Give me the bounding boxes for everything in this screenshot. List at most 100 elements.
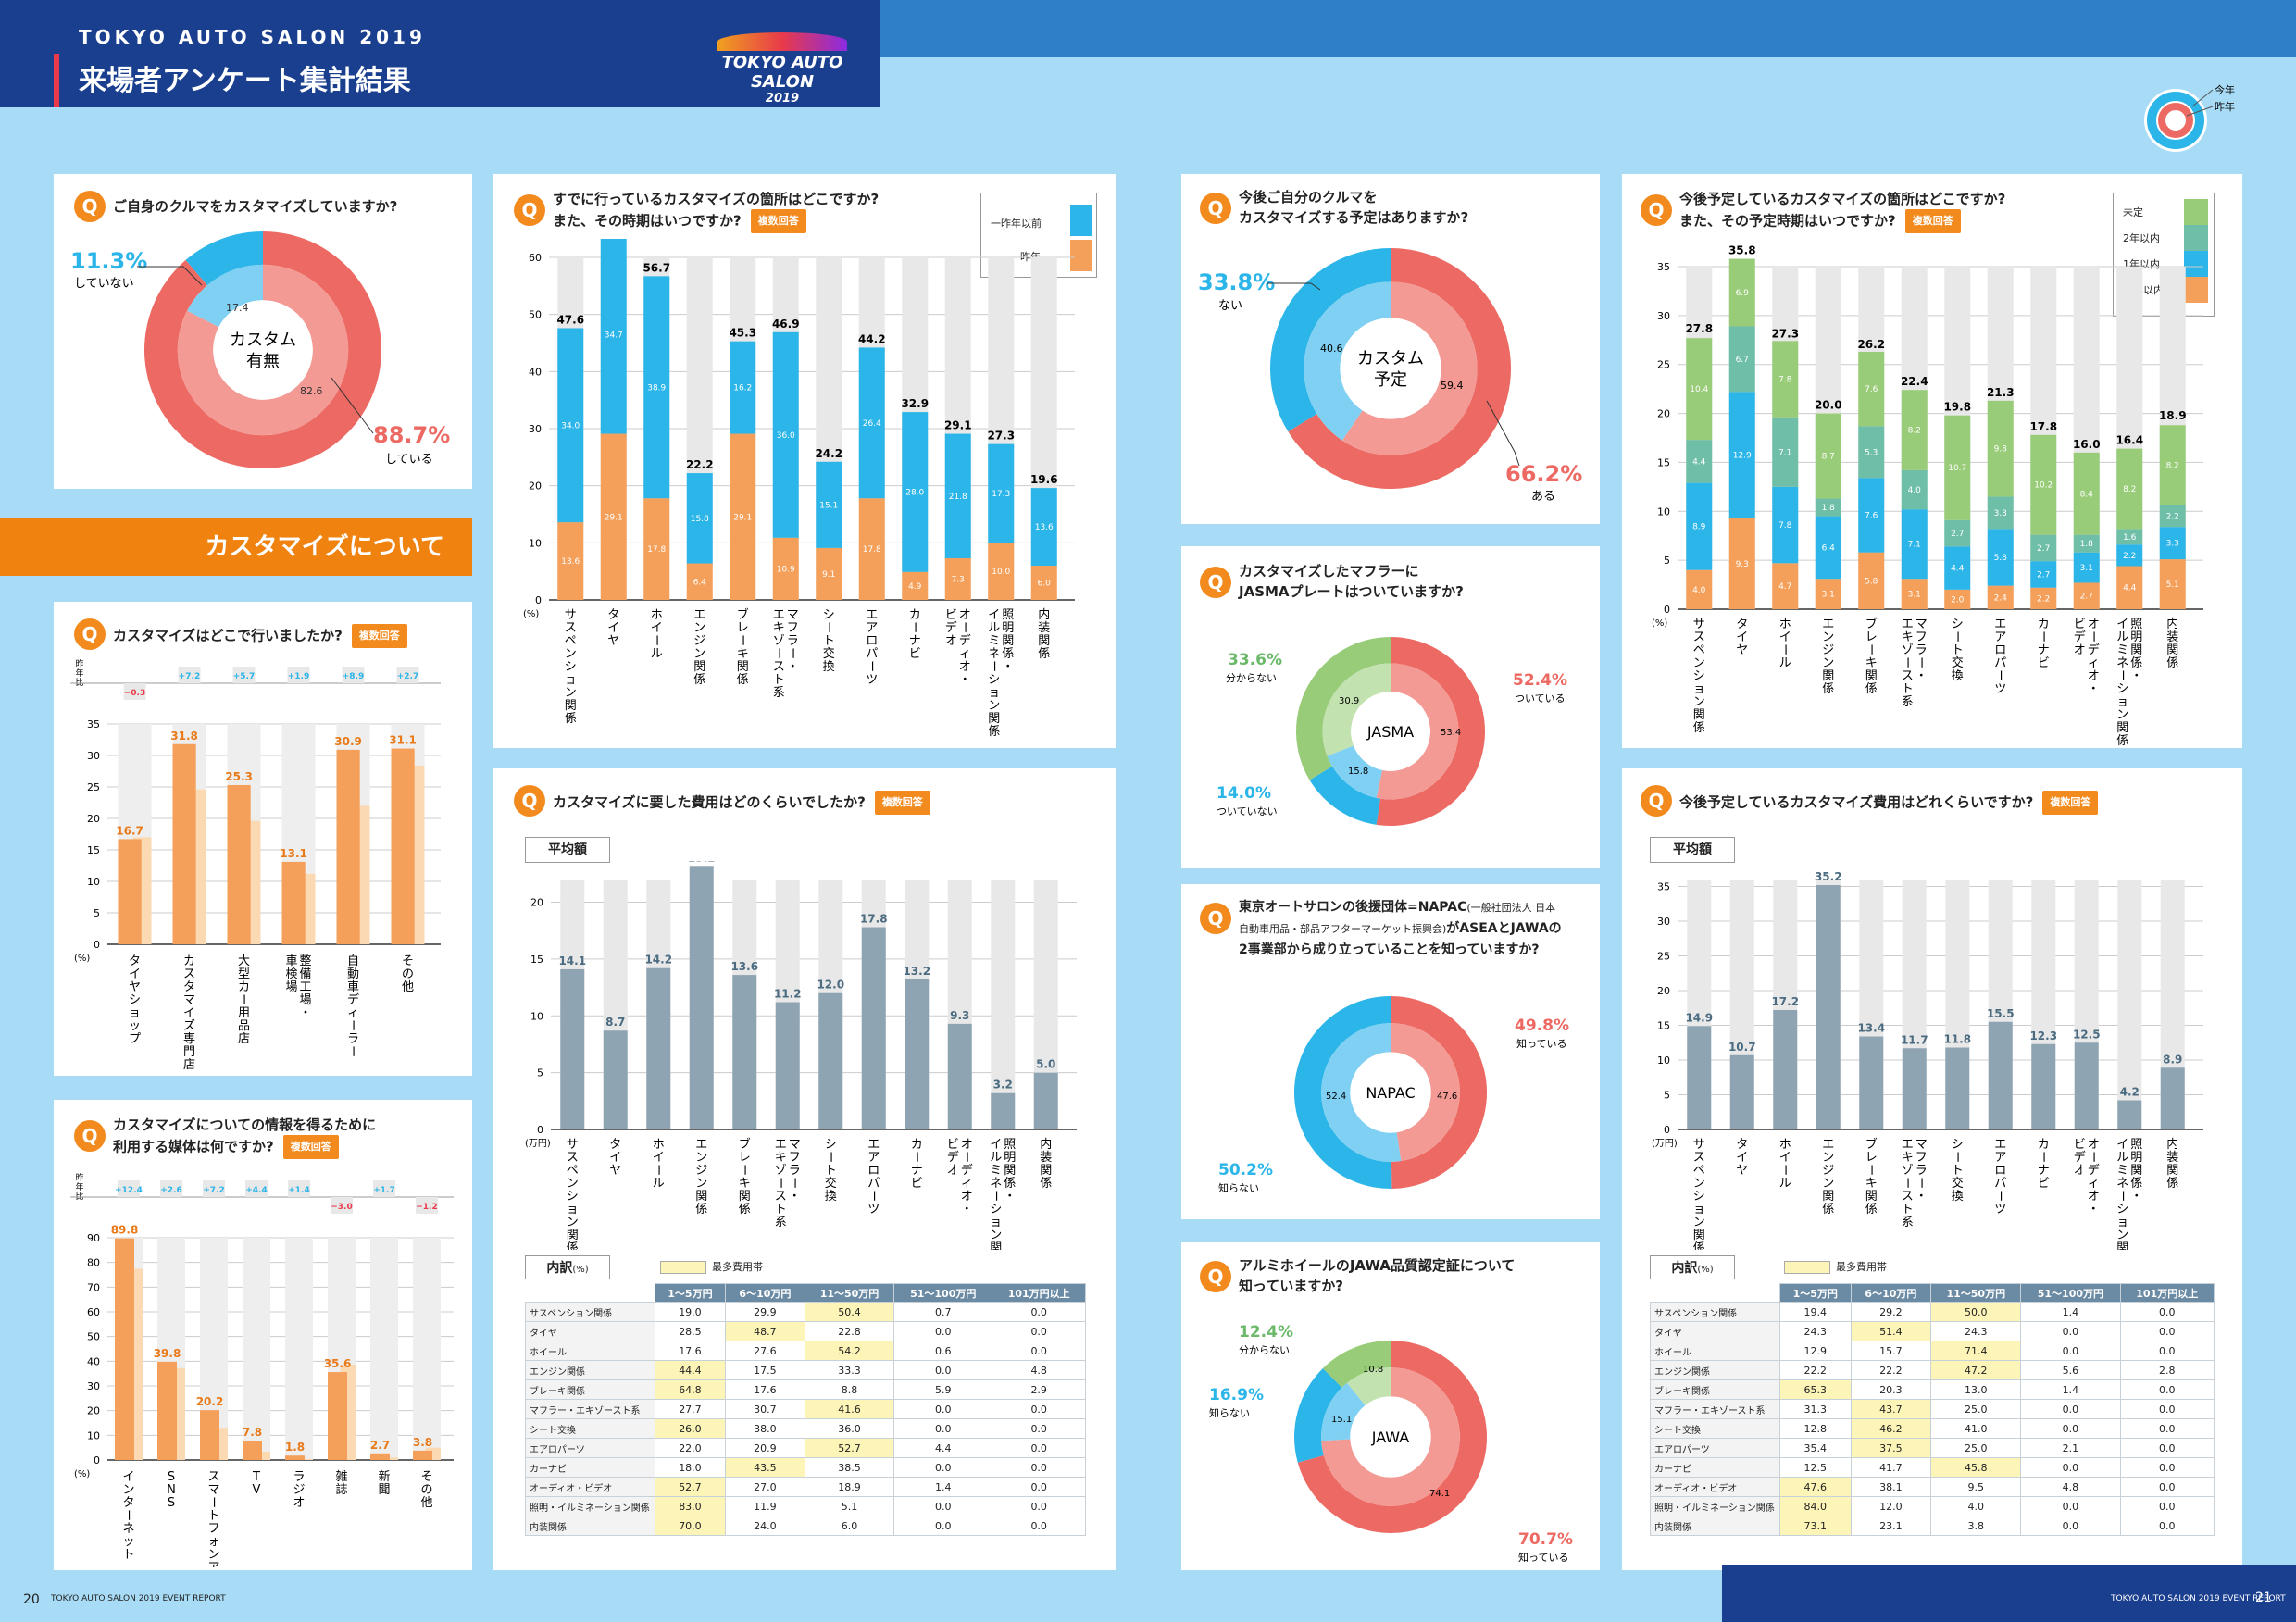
yoy-bg <box>396 667 419 683</box>
seg-label: 29.1 <box>605 513 623 522</box>
svg-text:ミ: ミ <box>988 634 1000 648</box>
svg-text:係: 係 <box>1002 647 1014 661</box>
svg-text:ス: ス <box>1902 1190 1914 1204</box>
outer-slice-0 <box>1376 637 1485 826</box>
svg-text:係: 係 <box>693 673 705 687</box>
chart-plancost: 05101520253035(万円)14.9サスペンション関係10.7タイヤ17… <box>1652 870 2203 1250</box>
svg-text:関: 関 <box>1822 669 1834 683</box>
bar-seg-未定 <box>1815 413 1841 499</box>
svg-text:・: ・ <box>961 1203 973 1216</box>
table-row: ホイール 12.9 15.7 71.4 0.0 0.0 <box>1650 1341 2215 1361</box>
svg-text:知っている: 知っている <box>1516 1037 1566 1050</box>
bar-seg-1年以内 <box>1901 509 1928 580</box>
svg-text:照: 照 <box>2130 618 2142 631</box>
bar <box>118 839 142 944</box>
svg-text:ォ: ォ <box>207 1535 219 1549</box>
bar-seg-一昨年以前 <box>772 331 799 538</box>
cell: 8.8 <box>804 1379 895 1400</box>
bar-seg-半年以内 <box>2073 582 2100 609</box>
svg-text:ン: ン <box>1693 695 1705 709</box>
x-tick: サスペンション関係 <box>565 608 577 726</box>
bar-seg-未定 <box>1858 351 1885 427</box>
svg-text:エ: エ <box>693 608 705 622</box>
svg-text:エ: エ <box>695 1138 707 1152</box>
svg-text:係: 係 <box>1004 1177 1016 1191</box>
svg-text:ネ: ネ <box>2116 1177 2128 1191</box>
donut-jasma: 33.6% 分からない 52.4% ついている 14.0% ついていない JAS… <box>1217 637 1567 826</box>
col-header: 51〜100万円 <box>893 1283 993 1303</box>
seg-label: 4.4 <box>1692 457 1706 467</box>
svg-text:シ: シ <box>2116 1203 2128 1216</box>
svg-text:イ: イ <box>129 967 141 981</box>
svg-text:49.8%: 49.8% <box>1515 1017 1569 1035</box>
value-label: 9.3 <box>950 1009 969 1022</box>
bar-prev <box>255 1451 270 1460</box>
seg-label: 6.7 <box>1736 356 1749 365</box>
yoy-value: +1.7 <box>373 1186 394 1195</box>
bar-seg-昨年 <box>600 433 627 600</box>
x-tick: ブレーキ関係 <box>1864 617 1878 696</box>
table-row: エアロパーツ 22.0 20.9 52.7 4.4 0.0 <box>525 1438 1086 1458</box>
y-tick: 50 <box>529 309 542 321</box>
svg-text:ト: ト <box>207 1509 219 1523</box>
svg-text:車: 車 <box>285 954 297 968</box>
svg-text:ト: ト <box>825 1164 837 1178</box>
svg-text:カ: カ <box>238 980 250 994</box>
svg-text:33.6%: 33.6% <box>1228 651 1282 669</box>
cell: 15.7 <box>1850 1341 1932 1361</box>
svg-text:オ: オ <box>2088 618 2100 631</box>
svg-text:年: 年 <box>75 1181 83 1192</box>
svg-text:ス: ス <box>773 660 785 674</box>
svg-text:ー: ー <box>1778 643 1791 655</box>
svg-text:ジ: ジ <box>695 1164 707 1178</box>
seg-label: 2.7 <box>2037 544 2050 554</box>
svg-text:ゾ: ゾ <box>775 1164 787 1178</box>
bar-seg-昨年 <box>557 522 584 600</box>
unit-label: (%) <box>523 609 539 619</box>
total-label: 22.4 <box>1901 375 1928 388</box>
yoy-value: +4.4 <box>245 1186 267 1195</box>
bar-seg-昨年 <box>944 557 971 600</box>
yoy-value: +1.4 <box>288 1186 309 1195</box>
bar-seg-昨年 <box>686 563 713 600</box>
y-tick: 20 <box>530 897 543 909</box>
svg-text:カスタム: カスタム <box>230 331 296 350</box>
x-tick: ホイール <box>1778 618 1791 670</box>
y-tick: 35 <box>1657 881 1670 893</box>
svg-text:ー: ー <box>345 1019 359 1031</box>
svg-text:ョ: ョ <box>1693 1203 1705 1216</box>
inner-slice-1 <box>1304 281 1391 441</box>
value-label: 17.8 <box>860 913 888 926</box>
value-label: 13.6 <box>730 960 758 973</box>
x-tick: シート交換 <box>821 608 835 674</box>
bar <box>281 861 306 944</box>
cell: 28.5 <box>655 1321 726 1341</box>
svg-text:イ: イ <box>183 1006 195 1020</box>
seg-label: 7.8 <box>1778 376 1792 385</box>
svg-text:ブ: ブ <box>1866 617 1878 631</box>
svg-text:ある: ある <box>1531 490 1555 504</box>
svg-text:イ: イ <box>2116 618 2128 631</box>
outer-slice-2 <box>1296 637 1391 780</box>
cell: 43.7 <box>1850 1399 1932 1419</box>
svg-text:店: 店 <box>238 1032 250 1046</box>
total-label: 16.0 <box>2073 438 2101 451</box>
yoy-value: +2.6 <box>160 1186 181 1195</box>
x-tick: TV <box>252 1470 261 1497</box>
seg-label: 34.0 <box>561 421 580 430</box>
logo-swoosh-icon <box>718 32 847 51</box>
yoy-bg <box>232 667 256 683</box>
yes-label: している <box>385 453 433 467</box>
x-tick: カーナビ <box>909 1138 923 1191</box>
table-cost: 1〜5万円 6〜10万円 11〜50万円 51〜100万円 101万円以上 サスペンション… <box>525 1283 1086 1536</box>
x-tick: タイヤ <box>609 1138 621 1178</box>
svg-text:ビ: ビ <box>909 647 921 661</box>
x-tick: エアロパーツ <box>866 1138 880 1216</box>
x-tick: サスペンション関係 <box>567 1138 579 1250</box>
svg-text:ブ: ブ <box>739 1137 751 1152</box>
seg-label: 6.4 <box>1822 543 1836 553</box>
y-tick: 30 <box>1657 310 1670 322</box>
svg-text:S: S <box>168 1496 175 1510</box>
